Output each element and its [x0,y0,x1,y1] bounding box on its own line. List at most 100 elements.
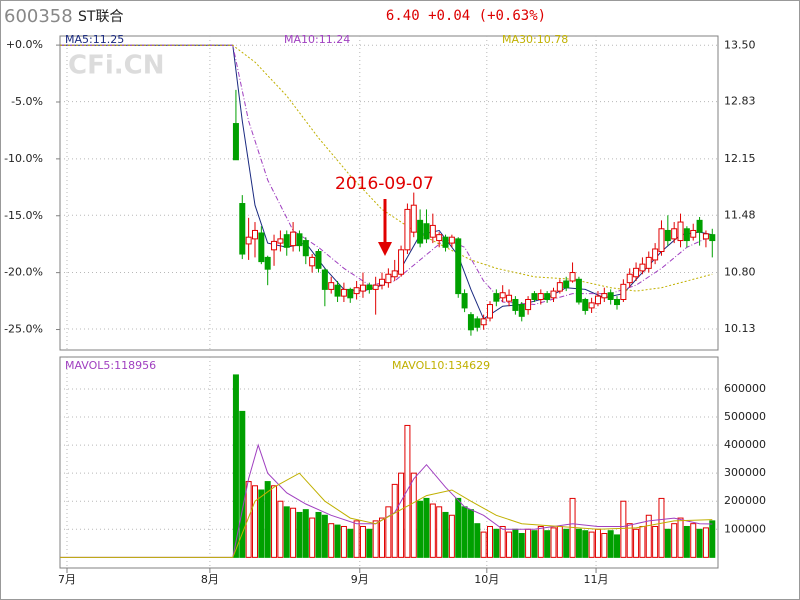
candle-body [340,288,347,297]
candle-body [518,304,525,317]
candle-body [626,273,633,284]
candle-body [271,240,278,251]
volume-bar [607,530,614,558]
candle-body [582,298,589,311]
y-tick-label: 11.48 [724,208,756,221]
x-tick-label: 11月 [584,573,609,586]
volume-bar [455,497,462,558]
candle-body [429,224,436,238]
candle-body [442,236,449,248]
volume-bar [239,410,246,558]
y-tick-label: 200000 [724,494,766,507]
volume-bar [461,506,468,558]
volume-bar [417,500,424,558]
legend-entry: MAVOL5:118956 [65,359,156,372]
candle-body [309,256,316,267]
volume-bar [436,506,443,558]
x-tick-label: 9月 [351,573,369,586]
candle-body [391,270,398,278]
volume-bar [652,525,659,558]
candle-body [461,293,468,309]
volume-bar [601,533,608,558]
candle-body [290,231,297,247]
candle-body [506,294,513,302]
volume-bar [379,517,386,558]
stock-code: 600358 [4,6,73,27]
stock-name: ST联合 [78,9,123,25]
volume-bar [620,500,627,558]
y-tick-label: 12.15 [724,152,756,165]
volume-bar [563,528,570,558]
volume-bar [512,528,519,558]
volume-bar [251,485,258,558]
annotation-arrowhead [378,242,392,256]
y2-tick-label: -15.0% [4,209,43,222]
volume-bar [385,506,392,558]
candle-body [366,284,373,290]
y2-tick-label: -25.0% [4,323,43,336]
volume-bar [709,520,716,558]
candle-body [531,293,538,300]
volume-bar [328,523,335,558]
candle-body [671,228,678,240]
candle-body [258,232,265,263]
candle-body [563,280,570,289]
candle-body [550,290,557,299]
y-tick-label: 10.80 [724,266,756,279]
ma-line [60,443,713,558]
volume-bar [442,511,449,558]
y-tick-label: 300000 [724,466,766,479]
candle-body [455,238,462,295]
candle-body [385,273,392,284]
candle-body [372,284,379,290]
candle-body [436,234,443,242]
legend-entry: MA30:10.78 [502,33,568,46]
legend-entry: MAVOL10:134629 [392,359,490,372]
candle-body [398,249,405,275]
y-tick-label: 12.83 [724,95,756,108]
volume-bar [645,514,652,558]
candle-body [353,287,360,295]
y-tick-label: 10.13 [724,322,756,335]
candle-body [448,236,455,244]
y-tick-label: 500000 [724,410,766,423]
volume-bar [582,530,589,558]
volume-bar [410,472,417,558]
candle-body [556,282,563,292]
volume-bar [525,528,532,558]
volume-bar [429,503,436,558]
candle-body [652,248,659,261]
candle-body [594,295,601,305]
volume-bar [309,517,316,558]
candle-body [232,123,239,161]
volume-bar [493,528,500,558]
candle-body [417,219,424,244]
volume-bar [480,531,487,558]
volume-bar [575,528,582,558]
annotation: 2016-09-07 [335,174,434,194]
candle-body [690,229,697,238]
candle-body [512,298,519,311]
candle-body [410,204,417,233]
watermark: CFi.CN [68,51,164,81]
candle-body [423,223,430,240]
volume-bar [347,528,354,558]
volume-bar [264,481,271,558]
volume-bar [550,527,557,558]
candle-body [321,269,328,290]
volume-bar [702,527,709,558]
volume-bar [315,511,322,558]
candle-body [614,298,621,306]
candle-body [474,318,481,328]
volume-bar [537,525,544,558]
candle-body [696,219,703,233]
volume-bar [232,374,239,558]
candle-body [544,293,551,300]
plot-layer: 13.50 12.83 12.15 11.48 10.80 10.13 +0.0% -5.0%… [4,33,766,586]
candle-body [645,256,652,269]
x-tick-label: 8月 [201,573,219,586]
candle-body [480,318,487,326]
candle-body [525,298,532,311]
volume-bar [283,506,290,558]
y2-tick-label: -20.0% [4,266,43,279]
